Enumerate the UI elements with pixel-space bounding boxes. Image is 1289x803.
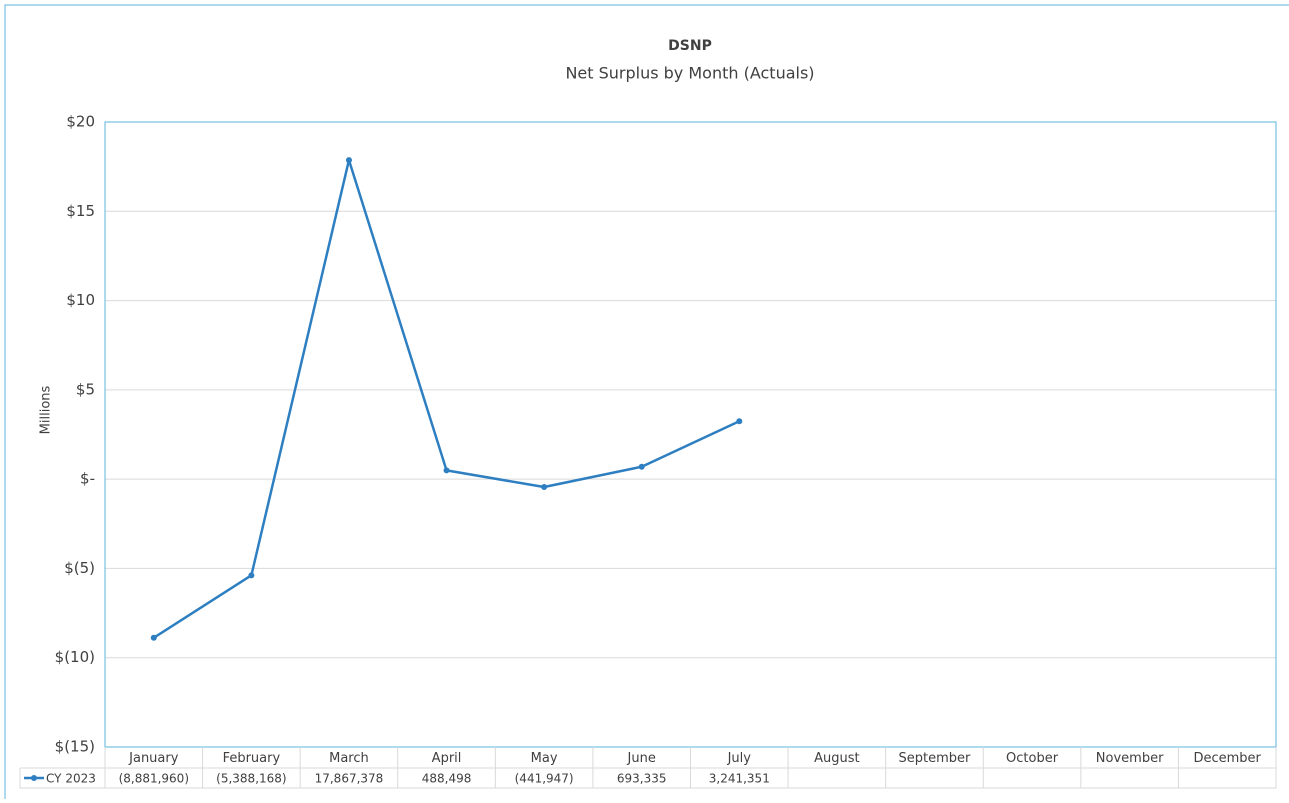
y-tick-label: $- [80, 470, 95, 488]
point [345, 157, 352, 164]
chart-subtitle: Net Surplus by Month (Actuals) [565, 64, 814, 83]
y-tick-label: $(5) [64, 559, 95, 577]
x-tick-label: February [223, 751, 281, 766]
x-tick-label: November [1096, 751, 1164, 766]
plot-border [104, 121, 1277, 748]
chart-title: DSNP [668, 38, 712, 54]
x-tick-label: August [814, 751, 860, 766]
y-tick-label: $(10) [55, 648, 95, 666]
x-tick-label: October [1006, 751, 1059, 766]
y-tick-label: $20 [66, 113, 95, 131]
legend-label: CY 2023 [46, 772, 96, 786]
point [443, 467, 450, 474]
table-value: (5,388,168) [216, 772, 286, 786]
table-value: 17,867,378 [315, 772, 384, 786]
x-tick-label: September [899, 751, 972, 766]
frame [4, 4, 1289, 799]
y-tick-label: $(15) [55, 738, 95, 756]
x-tick-label: April [432, 751, 462, 766]
point [248, 572, 255, 579]
x-tick-label: June [627, 751, 656, 766]
table-value: 488,498 [422, 772, 472, 786]
table-value: (441,947) [515, 772, 574, 786]
table-value: 3,241,351 [709, 772, 770, 786]
x-tick-label: March [329, 751, 369, 766]
x-tick-label: January [128, 751, 179, 766]
point [736, 418, 743, 425]
y-tick-label: $5 [76, 380, 95, 398]
point [541, 484, 548, 491]
y-tick-label: $10 [66, 291, 95, 309]
table-value: (8,881,960) [119, 772, 189, 786]
legend-marker [31, 775, 37, 781]
x-tick-label: December [1193, 751, 1261, 766]
point [638, 463, 645, 470]
table-value: 693,335 [617, 772, 667, 786]
y-axis-label: Millions [39, 385, 54, 434]
x-tick-label: May [531, 751, 558, 766]
x-tick-label: July [727, 751, 752, 766]
y-tick-label: $15 [66, 202, 95, 220]
series-line [153, 158, 740, 639]
point [150, 634, 157, 641]
